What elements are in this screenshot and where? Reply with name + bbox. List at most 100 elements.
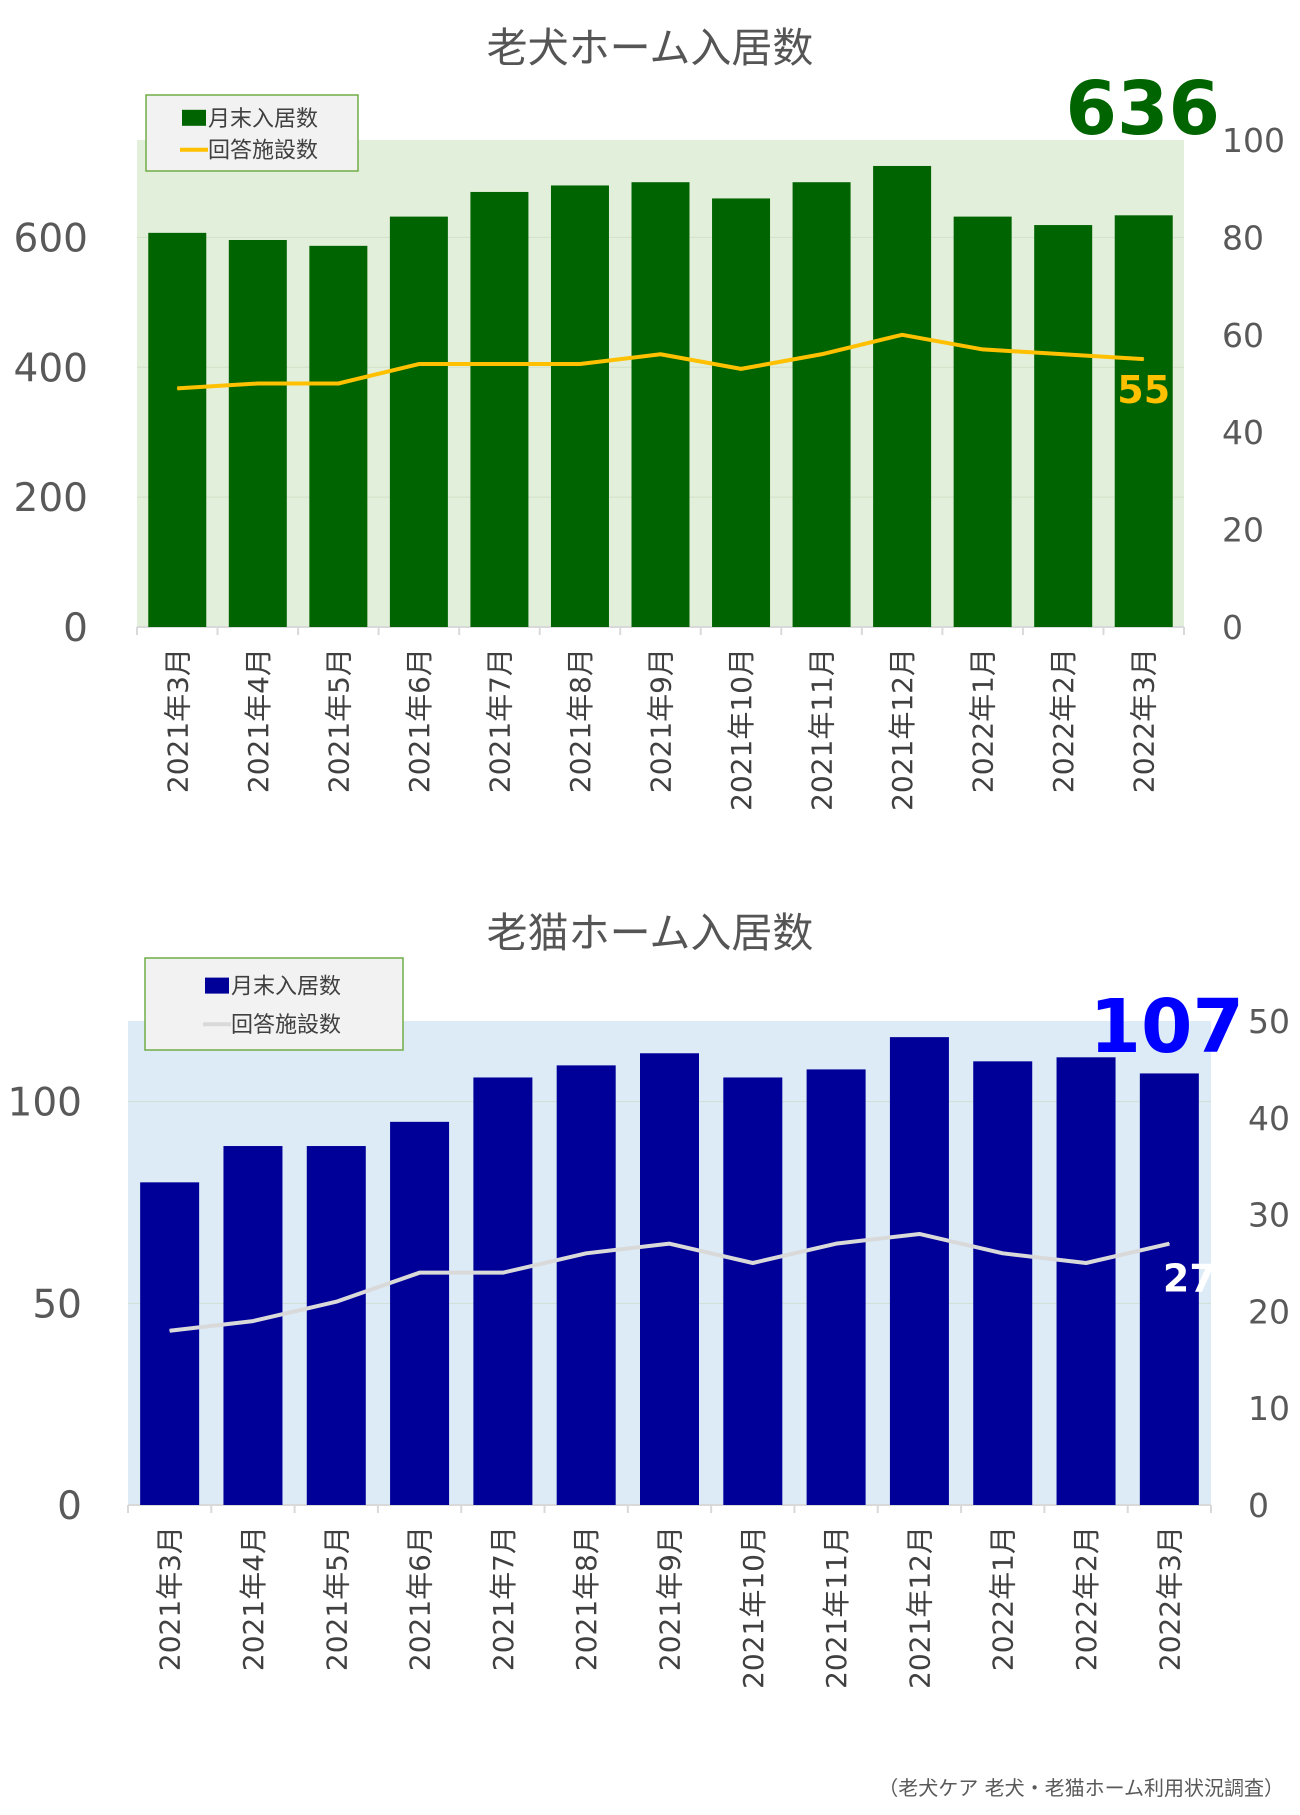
right-tick-label: 10 [1248, 1389, 1290, 1428]
category-label: 2021年6月 [403, 648, 436, 793]
bar-10 [873, 165, 932, 627]
category-label: 2021年7月 [487, 1526, 520, 1671]
bar-4 [389, 216, 448, 627]
source-note: （老犬ケア 老犬・老猫ホーム利用状況調査） [878, 1776, 1284, 1800]
line-point-9 [821, 353, 823, 355]
category-label: 2021年4月 [242, 648, 275, 793]
category-label: 2021年8月 [570, 1526, 603, 1671]
bar-7 [640, 1053, 699, 1505]
line-point-2 [257, 383, 259, 384]
bar-2 [223, 1146, 283, 1505]
category-label: 2021年9月 [645, 648, 678, 793]
line-point-7 [660, 353, 661, 355]
legend-line-label: 回答施設数 [208, 139, 318, 164]
bar-4 [390, 1121, 450, 1505]
category-label: 2021年8月 [564, 648, 597, 793]
highlight-value: 636 [1066, 66, 1220, 152]
legend-bar-swatch [182, 109, 206, 126]
right-tick-label: 40 [1222, 413, 1264, 452]
line-point-11 [982, 348, 984, 350]
bar-8 [712, 198, 771, 627]
legend-line-label: 回答施設数 [231, 1013, 341, 1038]
line-point-8 [740, 368, 742, 370]
category-label: 2022年2月 [1047, 648, 1080, 793]
category-label: 2021年11月 [820, 1526, 853, 1689]
highlight-value: 107 [1090, 984, 1244, 1070]
bar-6 [556, 1065, 616, 1505]
line-point-4 [418, 363, 420, 365]
category-label: 2021年4月 [237, 1526, 270, 1671]
bar-3 [306, 1146, 366, 1505]
legend-bar-swatch [205, 977, 229, 994]
line-point-2 [252, 1320, 254, 1322]
category-label: 2022年3月 [1128, 648, 1161, 793]
line-point-12 [1085, 1262, 1087, 1264]
category-label: 2022年1月 [967, 648, 1000, 793]
right-tick-label: 40 [1248, 1099, 1290, 1138]
bar-8 [723, 1077, 783, 1505]
line-last-value-label: 55 [1117, 368, 1170, 412]
right-tick-label: 0 [1222, 608, 1243, 647]
line-point-3 [337, 383, 339, 384]
bar-11 [953, 216, 1012, 627]
left-tick-label: 600 [14, 216, 88, 261]
line-point-11 [1002, 1252, 1004, 1254]
line-last-value-label: 27 [1163, 1257, 1216, 1301]
left-tick-label: 200 [14, 476, 88, 521]
category-label: 2021年11月 [806, 648, 839, 811]
category-label: 2021年10月 [725, 648, 758, 811]
bar-13 [1139, 1073, 1199, 1505]
bar-1 [148, 232, 207, 627]
left-tick-label: 0 [63, 606, 88, 651]
chart-1: 老犬ホーム入居数 55 0 200 400 600 0 20 40 60 80 100 2021年3月 2… [14, 24, 1285, 811]
line-point-1 [169, 1330, 171, 1332]
category-label: 2022年1月 [987, 1526, 1020, 1671]
line-point-10 [901, 334, 903, 336]
legend-box [144, 957, 404, 1051]
category-label: 2021年12月 [886, 648, 919, 811]
line-point-13 [1168, 1243, 1170, 1245]
bar-3 [309, 245, 368, 627]
category-label: 2022年3月 [1153, 1526, 1186, 1671]
right-tick-label: 30 [1248, 1196, 1290, 1235]
bar-5 [473, 1077, 533, 1505]
bar-10 [889, 1037, 949, 1505]
chart-title: 老犬ホーム入居数 [487, 24, 814, 72]
line-point-5 [498, 363, 500, 365]
category-label: 2021年7月 [483, 648, 516, 793]
bar-12 [1034, 225, 1093, 627]
line-point-6 [585, 1252, 587, 1254]
right-tick-label: 20 [1222, 511, 1264, 550]
right-tick-label: 60 [1222, 316, 1264, 355]
right-tick-label: 80 [1222, 218, 1264, 257]
bar-9 [792, 182, 851, 627]
line-point-3 [335, 1301, 337, 1303]
bar-12 [1056, 1057, 1116, 1505]
bar-7 [631, 182, 690, 627]
category-label: 2021年5月 [322, 648, 355, 793]
right-tick-label: 100 [1222, 121, 1285, 160]
bar-6 [550, 185, 609, 627]
category-label: 2021年12月 [903, 1526, 936, 1689]
right-tick-label: 20 [1248, 1292, 1290, 1331]
line-point-10 [918, 1233, 920, 1235]
category-label: 2021年6月 [404, 1526, 437, 1671]
legend-bar-label: 月末入居数 [208, 107, 318, 132]
category-label: 2021年3月 [154, 1526, 187, 1671]
bar-5 [470, 191, 529, 628]
left-tick-label: 100 [8, 1081, 82, 1126]
line-point-9 [835, 1243, 837, 1245]
bar-9 [806, 1069, 866, 1505]
chart-title: 老猫ホーム入居数 [487, 909, 814, 957]
legend-bar-label: 月末入居数 [231, 975, 341, 1000]
line-point-4 [419, 1272, 421, 1274]
left-tick-label: 400 [14, 346, 88, 391]
line-point-12 [1062, 353, 1064, 355]
right-tick-label: 50 [1248, 1002, 1290, 1041]
right-tick-label: 0 [1248, 1486, 1269, 1525]
left-tick-label: 50 [32, 1282, 82, 1327]
category-label: 2021年9月 [654, 1526, 687, 1671]
